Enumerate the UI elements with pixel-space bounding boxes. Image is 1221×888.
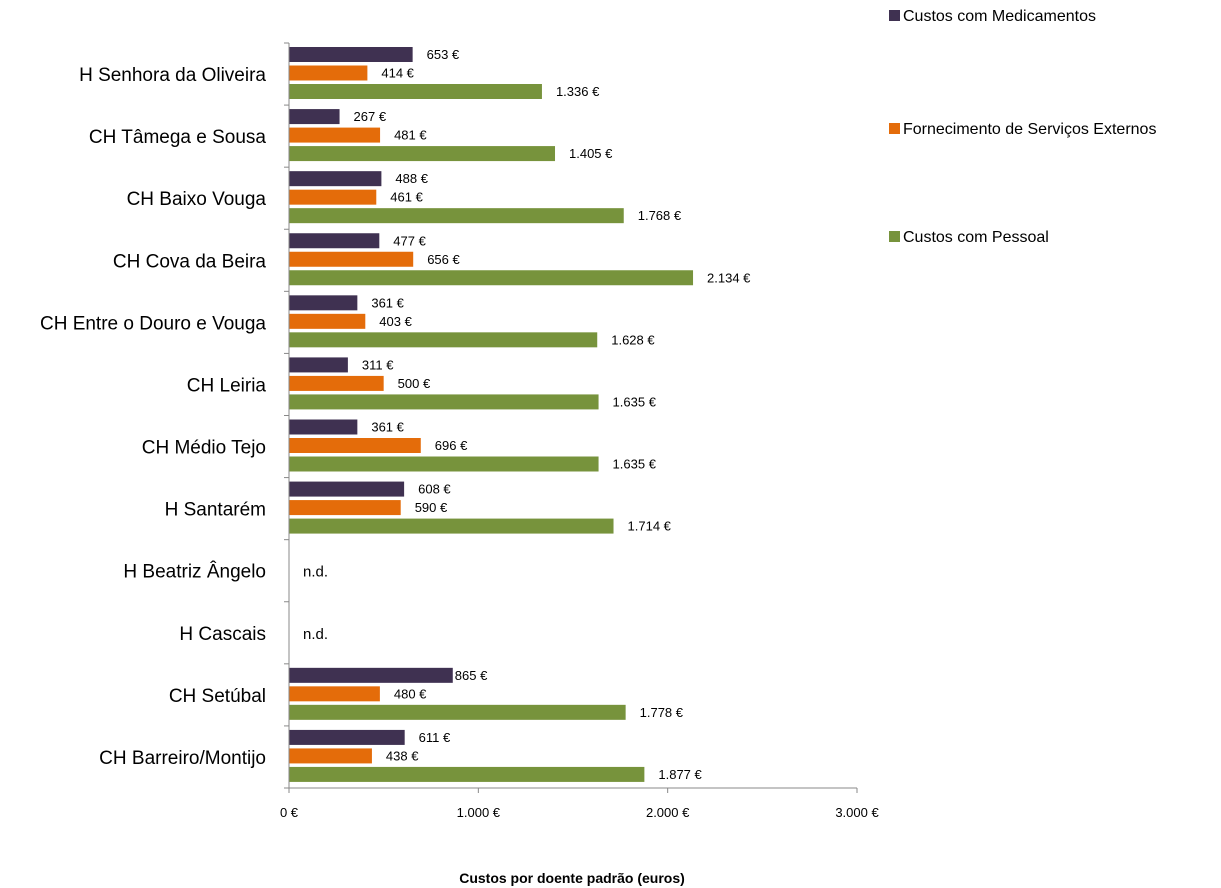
category-label: CH Tâmega e Sousa <box>89 127 267 148</box>
bar <box>289 47 413 62</box>
bar <box>289 419 358 435</box>
value-label: 1.628 € <box>611 332 655 347</box>
bar <box>289 667 453 683</box>
bar <box>289 295 358 311</box>
x-tick-label: 2.000 € <box>646 805 690 820</box>
x-axis-title: Custos por doente padrão (euros) <box>459 870 685 886</box>
bar <box>289 500 401 516</box>
bar <box>289 84 542 99</box>
bar <box>289 251 414 267</box>
bar <box>289 357 348 373</box>
category-label: H Santarém <box>165 500 266 521</box>
legend-label: Custos com Medicamentos <box>903 8 1096 25</box>
bar <box>289 456 599 472</box>
category-label: CH Médio Tejo <box>142 438 266 459</box>
legend: Custos com Medicamentos Fornecimento de S… <box>889 8 1156 246</box>
bar <box>289 438 421 453</box>
bar <box>289 766 645 782</box>
bar <box>289 518 614 534</box>
value-label: 611 € <box>419 730 451 745</box>
legend-label: Custos com Pessoal <box>903 229 1049 246</box>
category-label: CH Baixo Vouga <box>127 189 267 210</box>
category-label: CH Cova da Beira <box>113 251 267 272</box>
value-label: 1.768 € <box>638 208 682 223</box>
bar <box>289 65 368 81</box>
value-label: 1.635 € <box>613 457 657 472</box>
category-label: CH Entre o Douro e Vouga <box>40 313 266 334</box>
value-label: 590 € <box>415 500 448 515</box>
value-label: 477 € <box>393 233 426 248</box>
bar <box>289 375 384 391</box>
category-label: H Senhora da Oliveira <box>79 65 266 86</box>
value-label: 1.877 € <box>658 767 702 782</box>
bar <box>289 394 599 410</box>
bar <box>289 332 598 348</box>
category-label: CH Leiria <box>187 375 267 396</box>
value-label: 1.635 € <box>613 394 657 409</box>
value-label: 403 € <box>379 314 412 329</box>
bar <box>289 704 626 720</box>
bar <box>289 189 377 205</box>
value-label: 461 € <box>390 190 423 205</box>
value-label: 1.714 € <box>628 519 672 534</box>
value-label: 438 € <box>386 748 419 763</box>
x-tick-label: 3.000 € <box>835 805 879 820</box>
axes: 0 € 1.000 € 2.000 € 3.000 € H Senhora da Oli… <box>40 42 879 820</box>
bars: 653 € 414 € 1.336 € 267 € 481 € 1.405 € 488 € 4… <box>289 47 751 782</box>
value-label: 311 € <box>362 357 394 372</box>
x-tick-label: 0 € <box>280 805 299 820</box>
value-label: 656 € <box>427 252 460 267</box>
missing-data-label: n.d. <box>303 564 328 581</box>
value-label: 414 € <box>381 66 414 81</box>
value-label: 696 € <box>435 438 468 453</box>
bar <box>289 127 381 143</box>
bar <box>289 748 372 764</box>
missing-data-label: n.d. <box>303 626 328 643</box>
legend-swatch <box>889 231 900 242</box>
value-label: 865 € <box>455 668 488 683</box>
value-label: 488 € <box>395 171 428 186</box>
bar <box>289 481 405 497</box>
value-label: 1.405 € <box>569 146 613 161</box>
x-tick-label: 1.000 € <box>457 805 501 820</box>
value-label: 267 € <box>354 109 387 124</box>
bar <box>289 109 340 125</box>
value-label: 1.336 € <box>556 84 600 99</box>
category-label: CH Barreiro/Montijo <box>99 748 266 769</box>
value-label: 1.778 € <box>640 705 684 720</box>
bar <box>289 313 366 329</box>
bar <box>289 233 380 249</box>
value-label: 653 € <box>427 47 460 62</box>
bar <box>289 270 694 286</box>
legend-swatch <box>889 10 900 21</box>
value-label: 361 € <box>371 295 404 310</box>
value-label: 361 € <box>371 420 404 435</box>
bar <box>289 171 382 187</box>
value-label: 2.134 € <box>707 270 751 285</box>
bar <box>289 208 624 224</box>
value-label: 500 € <box>398 376 431 391</box>
category-label: CH Setúbal <box>169 686 266 707</box>
bar <box>289 146 556 162</box>
legend-label: Fornecimento de Serviços Externos <box>903 121 1156 138</box>
category-label: H Cascais <box>179 624 266 645</box>
value-label: 608 € <box>418 482 451 497</box>
category-label: H Beatriz Ângelo <box>123 561 266 583</box>
value-label: 481 € <box>394 128 427 143</box>
value-label: 480 € <box>394 686 427 701</box>
bar <box>289 686 380 702</box>
bar <box>289 729 405 745</box>
legend-swatch <box>889 123 900 134</box>
